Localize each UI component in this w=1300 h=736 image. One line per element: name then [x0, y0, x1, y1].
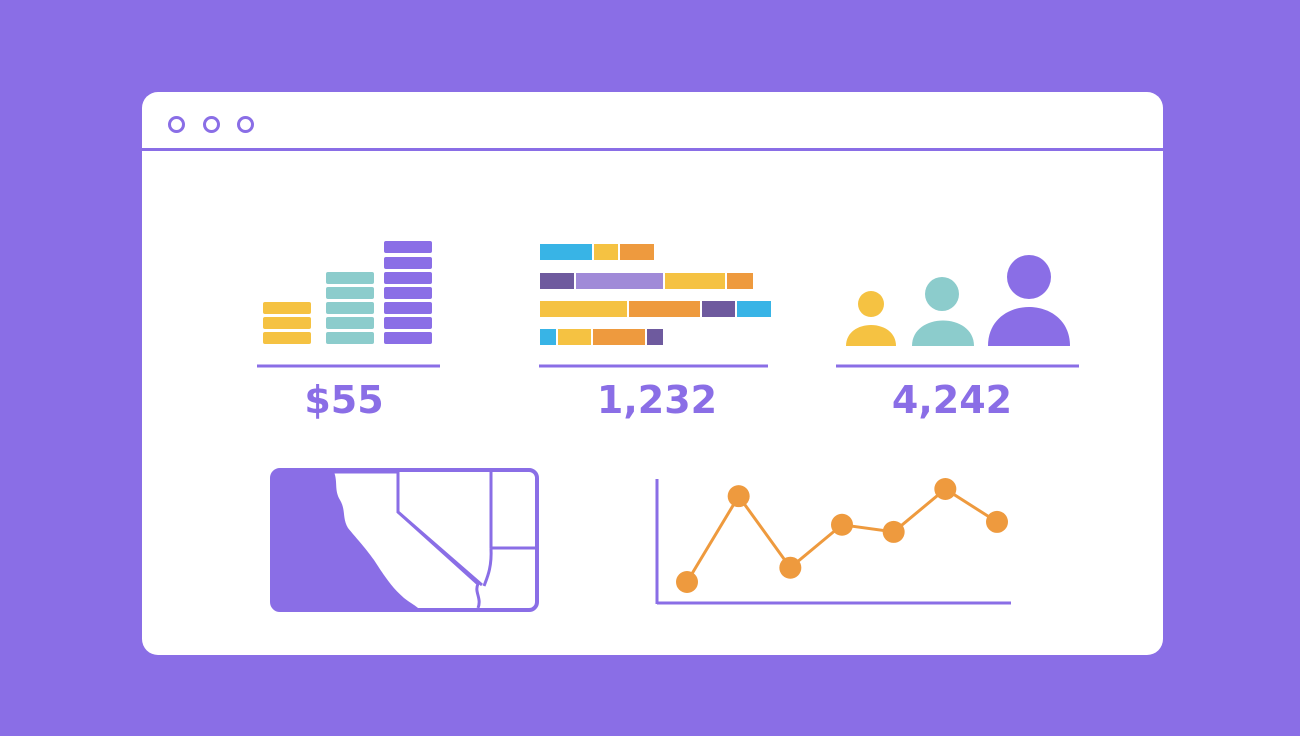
browser-window: $55 1,232 4,242	[142, 92, 1163, 655]
data-point	[727, 485, 750, 508]
window-titlebar	[142, 92, 1163, 151]
california-map-icon	[270, 468, 539, 612]
data-point	[831, 513, 853, 536]
horizontal-bar-chart-icon	[539, 244, 771, 368]
line-chart-icon	[655, 478, 1011, 605]
window-control-icon[interactable]	[168, 116, 185, 133]
data-point	[986, 510, 1008, 533]
data-point	[676, 571, 698, 593]
data-point	[934, 478, 957, 500]
count-stat: 1,232	[596, 378, 718, 422]
stacked-bar-chart-icon	[257, 241, 440, 368]
dashboard-content: $55 1,232 4,242	[142, 92, 1163, 655]
users-stat: 4,242	[891, 378, 1013, 422]
revenue-stat: $55	[304, 378, 384, 422]
data-point	[882, 520, 905, 543]
users-icon	[836, 255, 1079, 368]
data-point	[779, 556, 802, 579]
window-control-icon[interactable]	[203, 116, 220, 133]
window-control-icon[interactable]	[237, 116, 254, 133]
dashboard-graphics	[257, 241, 1079, 612]
